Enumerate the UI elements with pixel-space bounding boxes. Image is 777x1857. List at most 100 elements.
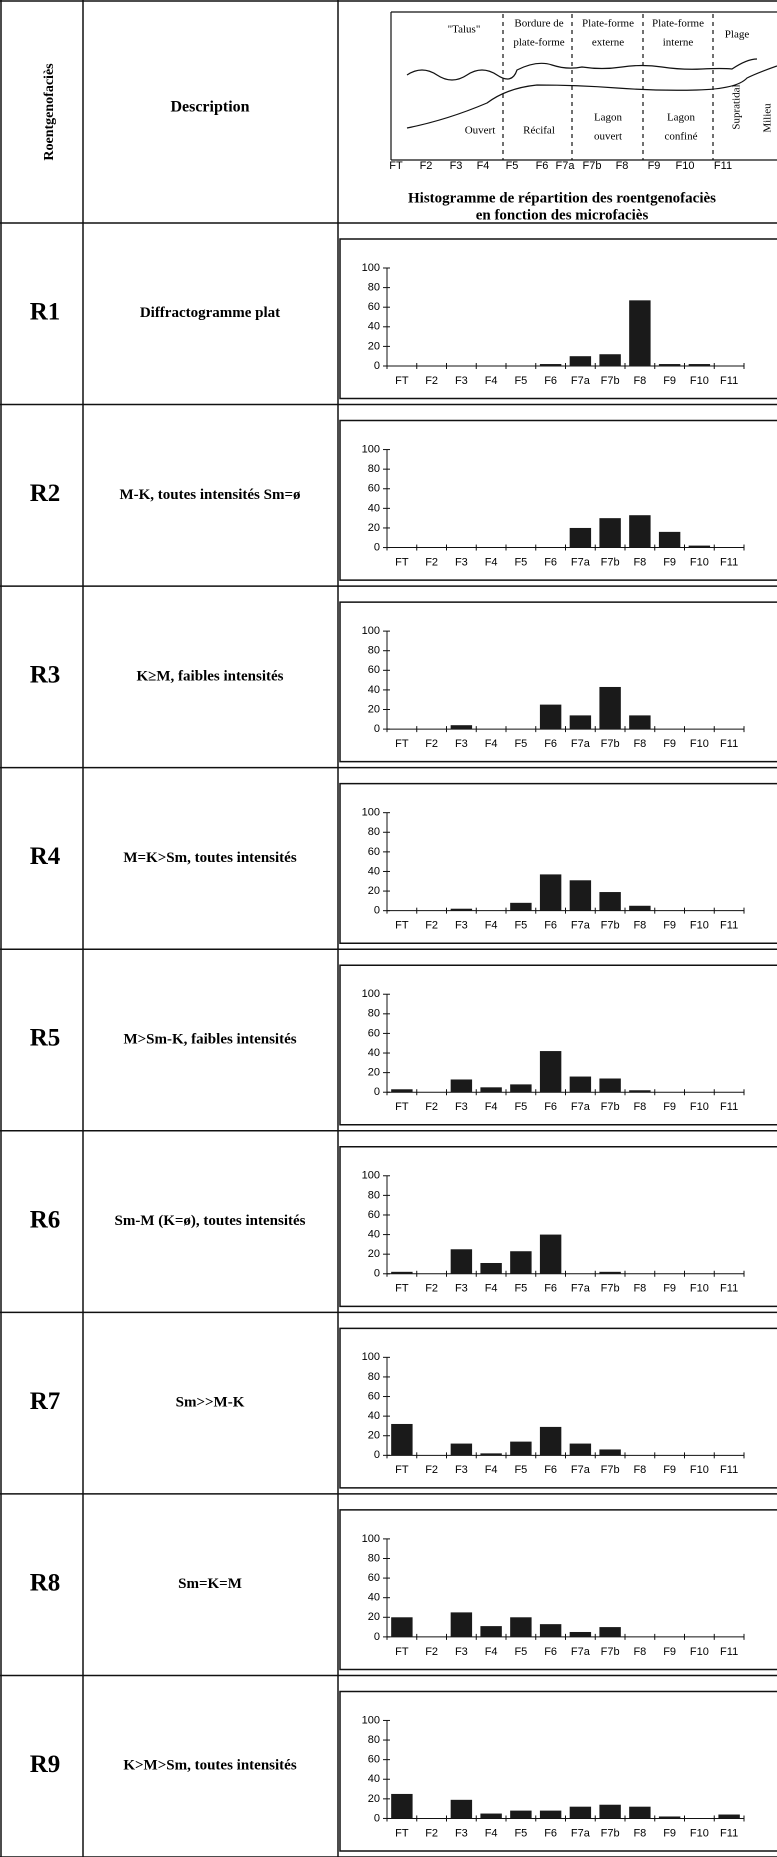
x-tick-label: FT	[395, 1646, 409, 1658]
y-tick-label: 20	[368, 703, 380, 715]
x-tick-label: F3	[455, 738, 468, 750]
row-code: R3	[30, 662, 61, 689]
x-tick-label: F6	[544, 1101, 557, 1113]
environment-label: Lagon	[594, 112, 623, 124]
x-tick-label: F3	[455, 1827, 468, 1839]
chart-frame	[339, 964, 777, 1126]
row-description: M-K, toutes intensités Sm=ø	[119, 487, 300, 503]
chart-frame	[339, 601, 777, 763]
x-tick-label: F7a	[571, 1283, 591, 1295]
bar	[658, 364, 681, 366]
header-caption: en fonction des microfaciès	[476, 207, 649, 223]
y-tick-label: 80	[368, 826, 380, 838]
y-tick-label: 100	[362, 443, 380, 455]
x-tick-label: FT	[395, 1101, 409, 1113]
bar	[599, 1804, 621, 1819]
bar	[539, 874, 562, 911]
facies-label: F9	[648, 160, 661, 172]
bar	[450, 725, 473, 730]
x-tick-label: F7a	[571, 556, 591, 568]
row-code: R2	[30, 480, 61, 507]
y-tick-label: 40	[368, 502, 380, 514]
bar	[450, 1079, 473, 1093]
x-tick-label: F2	[425, 1101, 438, 1113]
bar	[539, 1234, 562, 1274]
x-tick-label: F10	[690, 375, 709, 387]
x-tick-label: F10	[690, 1283, 709, 1295]
x-tick-label: F8	[633, 738, 646, 750]
y-tick-label: 100	[362, 807, 380, 819]
row-code: R1	[30, 299, 61, 326]
y-tick-label: 100	[362, 1714, 380, 1726]
x-tick-label: F11	[720, 556, 738, 568]
x-tick-label: F6	[544, 375, 557, 387]
bar	[480, 1626, 502, 1637]
bar	[569, 715, 592, 730]
bar	[450, 1443, 473, 1456]
x-tick-label: F8	[633, 556, 646, 568]
y-tick-label: 0	[374, 1086, 380, 1098]
x-tick-label: F6	[544, 1827, 557, 1839]
y-tick-label: 20	[368, 885, 380, 897]
bar	[539, 364, 562, 366]
bar	[510, 902, 532, 911]
bar	[658, 531, 681, 548]
x-tick-label: F11	[720, 920, 738, 932]
bar	[391, 1423, 413, 1456]
x-tick-label: FT	[395, 1827, 409, 1839]
bar	[629, 1806, 651, 1819]
zone-label: "Talus"	[448, 24, 481, 36]
x-tick-label: F7b	[601, 1464, 620, 1476]
y-tick-label: 40	[368, 1592, 380, 1604]
row-description: Sm-M (K=ø), toutes intensités	[114, 1213, 305, 1229]
y-tick-label: 80	[368, 463, 380, 475]
x-tick-label: F3	[455, 375, 468, 387]
facies-label: F11	[714, 160, 732, 172]
row-code: R9	[30, 1751, 61, 1778]
bar	[569, 1806, 592, 1819]
row-description: M>Sm-K, faibles intensités	[123, 1031, 296, 1047]
bar	[569, 1443, 592, 1456]
bar	[480, 1453, 502, 1456]
bar	[599, 686, 621, 730]
x-tick-label: F6	[544, 920, 557, 932]
x-tick-label: F5	[514, 1646, 527, 1658]
y-tick-label: 20	[368, 522, 380, 534]
y-tick-label: 60	[368, 846, 380, 858]
row-description: Sm>>M-K	[176, 1395, 245, 1411]
x-tick-label: F7a	[571, 738, 591, 750]
bar	[539, 1810, 562, 1819]
x-tick-label: F9	[663, 920, 676, 932]
x-tick-label: F2	[425, 920, 438, 932]
bar	[450, 1799, 473, 1819]
side-label: Supratidal	[731, 84, 743, 129]
x-tick-label: F5	[514, 1283, 527, 1295]
x-tick-label: F3	[455, 1101, 468, 1113]
bar	[450, 1612, 473, 1637]
zone-label: plate-forme	[513, 37, 564, 49]
bar	[629, 1090, 651, 1093]
x-tick-label: F10	[690, 738, 709, 750]
histogram: 0 20 40 60 80 100 FT F2 F3 F4 F5 F6 F7a F7b F8 F9 F10 F11	[339, 601, 777, 763]
chart-frame	[339, 238, 777, 400]
x-tick-label: F5	[514, 1101, 527, 1113]
bar	[539, 704, 562, 730]
bar	[569, 527, 592, 548]
sea-surface	[406, 58, 758, 81]
bar	[539, 1051, 562, 1093]
y-tick-label: 40	[368, 684, 380, 696]
bar	[599, 1449, 621, 1456]
bar	[510, 1441, 532, 1456]
header-code: Roentgenofaciès	[42, 63, 57, 161]
x-tick-label: F4	[485, 920, 498, 932]
y-tick-label: 0	[374, 905, 380, 917]
y-tick-label: 80	[368, 1371, 380, 1383]
x-tick-label: F4	[485, 1646, 498, 1658]
x-tick-label: F6	[544, 1283, 557, 1295]
zone-label: externe	[592, 37, 624, 49]
x-tick-label: F5	[514, 556, 527, 568]
x-tick-label: F4	[485, 738, 498, 750]
histogram: 0 20 40 60 80 100 FT F2 F3 F4 F5 F6 F7a F7b F8 F9 F10 F11	[339, 238, 777, 400]
x-tick-label: F9	[663, 1101, 676, 1113]
y-tick-label: 0	[374, 723, 380, 735]
